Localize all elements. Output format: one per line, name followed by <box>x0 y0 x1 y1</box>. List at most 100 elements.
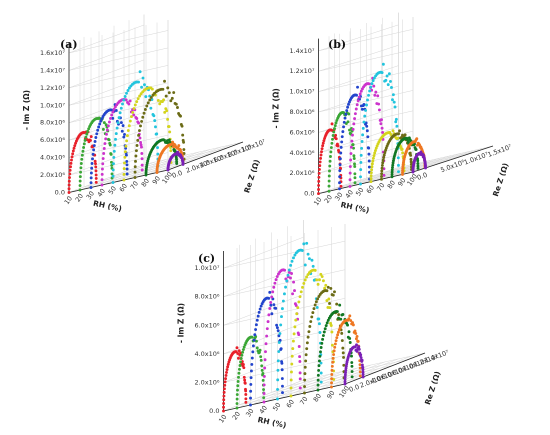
data-point <box>251 350 255 354</box>
data-point <box>237 367 241 371</box>
wall-gridline <box>68 129 145 158</box>
data-point <box>158 102 162 106</box>
data-point <box>345 109 349 112</box>
data-point <box>348 165 352 168</box>
data-point <box>277 334 281 338</box>
data-point <box>331 134 335 137</box>
imz-tick-label: 0.0 <box>209 407 219 415</box>
data-point <box>320 150 323 154</box>
data-point <box>331 293 335 297</box>
rez-axis-title: Re Z (Ω) <box>423 370 442 406</box>
data-point <box>328 302 332 305</box>
data-point <box>226 365 230 369</box>
data-point <box>318 278 321 282</box>
floor-gridline <box>134 149 211 178</box>
data-point <box>384 148 387 152</box>
data-point <box>306 252 310 256</box>
data-point <box>355 349 359 353</box>
rh-tick-label: 80 <box>386 179 397 190</box>
data-point <box>360 363 364 367</box>
data-point <box>338 175 342 179</box>
data-point <box>338 187 341 191</box>
data-point <box>327 179 331 183</box>
data-point <box>140 152 144 155</box>
data-point <box>359 89 363 93</box>
wall-gridline <box>68 99 169 123</box>
data-point <box>133 103 137 107</box>
data-point <box>315 278 319 282</box>
data-point <box>258 307 262 311</box>
data-point <box>381 130 385 134</box>
data-point <box>359 153 363 157</box>
data-point <box>78 175 82 179</box>
data-point <box>182 140 186 144</box>
data-point <box>242 375 246 379</box>
data-point <box>89 176 93 180</box>
data-point <box>269 303 273 307</box>
data-point <box>373 151 377 155</box>
floor-gridline <box>360 157 441 185</box>
data-point <box>327 297 331 301</box>
data-point <box>91 152 95 156</box>
data-point <box>319 371 323 375</box>
data-point <box>67 187 71 191</box>
data-point <box>177 144 181 148</box>
data-point <box>111 174 115 178</box>
data-point <box>155 132 159 136</box>
rh-tick-label: 30 <box>333 191 344 202</box>
imz-tick-label: 1.0x10⁷ <box>289 88 314 96</box>
wall-gridline <box>223 326 346 355</box>
data-point <box>358 363 362 367</box>
rh-axis-title: RH (%) <box>257 415 287 430</box>
rez-axis-title: Re Z (Ω) <box>242 158 261 194</box>
data-point <box>235 346 239 350</box>
data-point <box>316 373 320 377</box>
data-point <box>379 122 383 126</box>
data-point <box>79 166 83 170</box>
rez-tick-label: 1.4x10⁷ <box>424 348 451 364</box>
data-point <box>180 124 184 128</box>
data-point <box>360 140 364 143</box>
data-point <box>298 295 302 299</box>
data-point <box>81 149 85 153</box>
data-point <box>330 343 334 347</box>
data-point <box>265 334 269 338</box>
data-point <box>332 349 336 353</box>
data-point <box>254 323 258 327</box>
data-point <box>335 336 339 340</box>
data-point <box>94 173 98 177</box>
data-point <box>317 364 321 368</box>
data-point <box>353 162 356 166</box>
wall-gridline <box>318 151 414 174</box>
data-point <box>321 334 325 338</box>
rh-tick-label: 40 <box>96 187 107 198</box>
data-point <box>266 320 270 324</box>
rh-axis-title: RH (%) <box>92 199 122 214</box>
data-point <box>276 359 280 363</box>
data-point <box>365 124 369 128</box>
data-point <box>302 281 306 285</box>
data-point <box>122 172 126 176</box>
data-point <box>67 179 71 183</box>
data-point <box>223 383 227 387</box>
data-point <box>114 132 118 136</box>
data-point <box>236 388 239 392</box>
floor-gridline <box>90 159 167 188</box>
data-point <box>243 381 247 385</box>
data-point <box>344 371 347 375</box>
data-point <box>321 337 325 341</box>
data-point <box>358 92 362 96</box>
data-point <box>249 369 253 373</box>
data-point <box>324 283 328 287</box>
data-point <box>225 368 229 371</box>
data-point <box>350 361 354 364</box>
data-point <box>360 107 364 111</box>
data-point <box>116 121 120 125</box>
data-point <box>110 160 113 164</box>
data-point <box>275 275 279 278</box>
data-point <box>343 375 347 379</box>
data-point <box>181 162 185 166</box>
data-point <box>409 153 413 157</box>
data-point <box>249 396 252 400</box>
